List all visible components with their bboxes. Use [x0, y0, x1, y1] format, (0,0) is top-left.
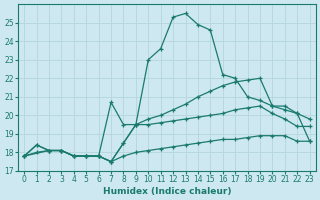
X-axis label: Humidex (Indice chaleur): Humidex (Indice chaleur): [103, 187, 231, 196]
